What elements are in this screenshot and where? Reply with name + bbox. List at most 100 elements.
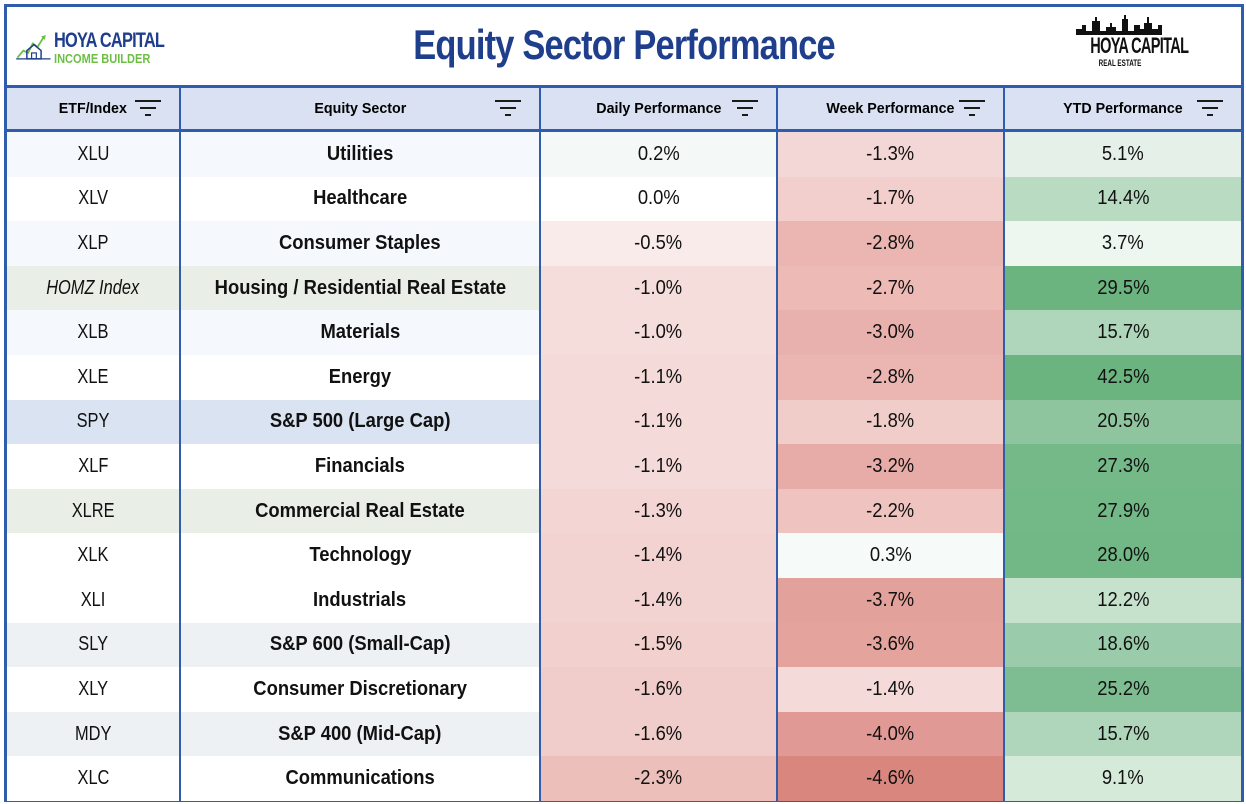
logo-left-line1: HOYA CAPITAL — [53, 28, 165, 52]
sector-cell: Housing / Residential Real Estate — [180, 265, 541, 311]
table-row: HOMZ Index Housing / Residential Real Est… — [7, 265, 1241, 311]
sector-cell: Consumer Staples — [180, 221, 541, 266]
week-performance-cell: -3.6% — [777, 622, 1005, 668]
daily-performance-cell: -1.6% — [540, 711, 778, 757]
house-chart-icon — [16, 35, 51, 60]
ytd-performance-cell: 15.7% — [1004, 711, 1241, 757]
col-header-ytd[interactable]: YTD Performance — [1004, 85, 1241, 132]
sector-cell: Energy — [180, 354, 541, 400]
week-performance-cell: -1.8% — [777, 399, 1005, 445]
week-performance-cell: -3.2% — [777, 444, 1005, 489]
etf-cell: SLY — [7, 622, 181, 668]
sector-cell: Consumer Discretionary — [180, 667, 541, 712]
ytd-performance-cell: 15.7% — [1004, 310, 1241, 355]
sector-cell: S&P 600 (Small-Cap) — [180, 622, 541, 668]
etf-cell: XLB — [7, 310, 181, 355]
etf-cell: XLF — [7, 444, 181, 489]
week-performance-cell: 0.3% — [777, 533, 1005, 578]
etf-cell: XLU — [7, 130, 181, 177]
etf-cell: XLP — [7, 221, 181, 266]
table-row: SPY S&P 500 (Large Cap) -1.1% -1.8% 20.5% — [7, 399, 1241, 445]
table-frame: HOYA CAPITAL INCOME BUILDER Equity Secto… — [4, 4, 1244, 802]
daily-performance-cell: -0.5% — [540, 221, 778, 266]
banner: HOYA CAPITAL INCOME BUILDER Equity Secto… — [7, 7, 1241, 85]
daily-performance-cell: -1.1% — [540, 444, 778, 489]
week-performance-cell: -3.7% — [777, 577, 1005, 623]
ytd-performance-cell: 12.2% — [1004, 577, 1241, 623]
filter-icon[interactable] — [135, 100, 161, 118]
table-row: SLY S&P 600 (Small-Cap) -1.5% -3.6% 18.6% — [7, 622, 1241, 668]
week-performance-cell: -2.8% — [777, 354, 1005, 400]
sector-performance-table: ETF/Index Equity Sector Daily Performanc… — [7, 85, 1241, 801]
sector-cell: Materials — [180, 310, 541, 355]
daily-performance-cell: -1.4% — [540, 577, 778, 623]
etf-cell: HOMZ Index — [7, 265, 181, 311]
ytd-performance-cell: 5.1% — [1004, 130, 1241, 177]
ytd-performance-cell: 18.6% — [1004, 622, 1241, 668]
sector-cell: Healthcare — [180, 176, 541, 222]
daily-performance-cell: -1.1% — [540, 399, 778, 445]
ytd-performance-cell: 25.2% — [1004, 667, 1241, 712]
filter-icon[interactable] — [1197, 100, 1223, 118]
daily-performance-cell: -1.5% — [540, 622, 778, 668]
table-row: MDY S&P 400 (Mid-Cap) -1.6% -4.0% 15.7% — [7, 711, 1241, 757]
etf-cell: XLC — [7, 756, 181, 801]
etf-cell: SPY — [7, 399, 181, 445]
table-row: XLV Healthcare 0.0% -1.7% 14.4% — [7, 176, 1241, 222]
daily-performance-cell: -1.6% — [540, 667, 778, 712]
filter-icon[interactable] — [959, 100, 985, 118]
page-title: Equity Sector Performance — [413, 21, 835, 68]
daily-performance-cell: -1.3% — [540, 488, 778, 534]
table-row: XLB Materials -1.0% -3.0% 15.7% — [7, 310, 1241, 355]
city-skyline-icon — [1076, 15, 1162, 35]
sector-cell: Technology — [180, 533, 541, 578]
hoya-income-builder-logo: HOYA CAPITAL INCOME BUILDER — [15, 19, 195, 75]
col-header-etf[interactable]: ETF/Index — [7, 85, 181, 132]
etf-cell: XLI — [7, 577, 181, 623]
table-row: XLU Utilities 0.2% -1.3% 5.1% — [7, 130, 1241, 177]
sector-cell: Utilities — [180, 130, 541, 177]
table-row: XLY Consumer Discretionary -1.6% -1.4% 25.2% — [7, 667, 1241, 712]
ytd-performance-cell: 27.3% — [1004, 444, 1241, 489]
daily-performance-cell: -1.1% — [540, 354, 778, 400]
sector-cell: Financials — [180, 444, 541, 489]
table-row: XLRE Commercial Real Estate -1.3% -2.2% 27.9… — [7, 488, 1241, 534]
week-performance-cell: -3.0% — [777, 310, 1005, 355]
table-row: XLE Energy -1.1% -2.8% 42.5% — [7, 354, 1241, 400]
filter-icon[interactable] — [732, 100, 758, 118]
daily-performance-cell: -2.3% — [540, 756, 778, 801]
week-performance-cell: -1.4% — [777, 667, 1005, 712]
table-row: XLK Technology -1.4% 0.3% 28.0% — [7, 533, 1241, 578]
week-performance-cell: -1.7% — [777, 176, 1005, 222]
sector-cell: Industrials — [180, 577, 541, 623]
table-header-row: ETF/Index Equity Sector Daily Performanc… — [7, 85, 1241, 132]
daily-performance-cell: -1.0% — [540, 310, 778, 355]
etf-cell: XLK — [7, 533, 181, 578]
col-header-sector[interactable]: Equity Sector — [180, 85, 541, 132]
table-body: XLU Utilities 0.2% -1.3% 5.1% XLV Healthcare 0.… — [7, 130, 1241, 801]
ytd-performance-cell: 28.0% — [1004, 533, 1241, 578]
etf-cell: XLY — [7, 667, 181, 712]
filter-icon[interactable] — [495, 100, 521, 118]
week-performance-cell: -1.3% — [777, 130, 1005, 177]
hoya-real-estate-logo: HOYA CAPITAL REAL ESTATE — [1065, 13, 1189, 79]
col-header-daily[interactable]: Daily Performance — [540, 85, 778, 132]
col-header-week[interactable]: Week Performance — [777, 85, 1005, 132]
ytd-performance-cell: 42.5% — [1004, 354, 1241, 400]
logo-right-line1: HOYA CAPITAL — [1090, 33, 1189, 58]
logo-right-line2: REAL ESTATE — [1098, 58, 1142, 68]
sector-cell: Commercial Real Estate — [180, 488, 541, 534]
week-performance-cell: -2.8% — [777, 221, 1005, 266]
sector-cell: S&P 400 (Mid-Cap) — [180, 711, 541, 757]
daily-performance-cell: -1.4% — [540, 533, 778, 578]
etf-cell: XLRE — [7, 488, 181, 534]
week-performance-cell: -2.7% — [777, 265, 1005, 311]
ytd-performance-cell: 9.1% — [1004, 756, 1241, 801]
etf-cell: XLV — [7, 176, 181, 222]
ytd-performance-cell: 20.5% — [1004, 399, 1241, 445]
week-performance-cell: -4.6% — [777, 756, 1005, 801]
table-row: XLI Industrials -1.4% -3.7% 12.2% — [7, 577, 1241, 623]
etf-cell: XLE — [7, 354, 181, 400]
ytd-performance-cell: 3.7% — [1004, 221, 1241, 266]
sector-cell: S&P 500 (Large Cap) — [180, 399, 541, 445]
